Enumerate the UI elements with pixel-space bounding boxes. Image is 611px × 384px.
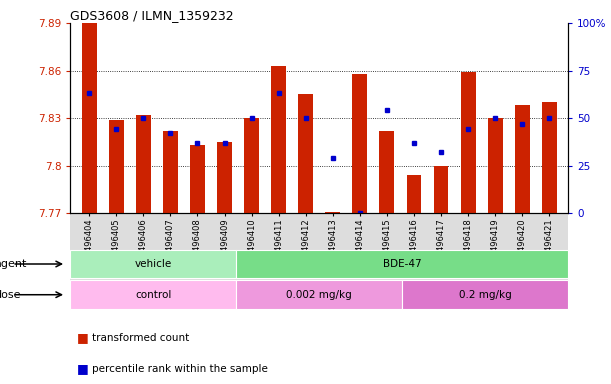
Bar xyxy=(488,118,503,213)
Bar xyxy=(542,102,557,213)
Bar xyxy=(402,280,568,309)
Text: control: control xyxy=(135,290,172,300)
Bar xyxy=(236,280,402,309)
Text: 0.2 mg/kg: 0.2 mg/kg xyxy=(459,290,511,300)
Text: 0.002 mg/kg: 0.002 mg/kg xyxy=(287,290,352,300)
Bar xyxy=(70,250,236,278)
Bar xyxy=(434,166,448,213)
Text: dose: dose xyxy=(0,290,20,300)
Bar xyxy=(379,131,394,213)
Text: vehicle: vehicle xyxy=(134,259,172,269)
Bar xyxy=(109,120,123,213)
Bar xyxy=(271,66,286,213)
Text: percentile rank within the sample: percentile rank within the sample xyxy=(92,364,268,374)
Bar xyxy=(325,212,340,213)
Bar xyxy=(70,280,236,309)
Bar xyxy=(244,118,259,213)
Bar xyxy=(515,105,530,213)
Text: GDS3608 / ILMN_1359232: GDS3608 / ILMN_1359232 xyxy=(70,9,234,22)
Bar xyxy=(406,175,422,213)
Text: BDE-47: BDE-47 xyxy=(383,259,422,269)
Bar xyxy=(236,250,568,278)
Bar xyxy=(353,74,367,213)
Text: ■: ■ xyxy=(76,362,88,375)
Text: agent: agent xyxy=(0,259,26,269)
Bar xyxy=(136,115,151,213)
Bar xyxy=(163,131,178,213)
Bar xyxy=(82,23,97,213)
Bar xyxy=(461,72,475,213)
Bar xyxy=(298,94,313,213)
Text: transformed count: transformed count xyxy=(92,333,189,343)
Text: ■: ■ xyxy=(76,331,88,344)
Bar xyxy=(217,142,232,213)
Bar xyxy=(190,145,205,213)
